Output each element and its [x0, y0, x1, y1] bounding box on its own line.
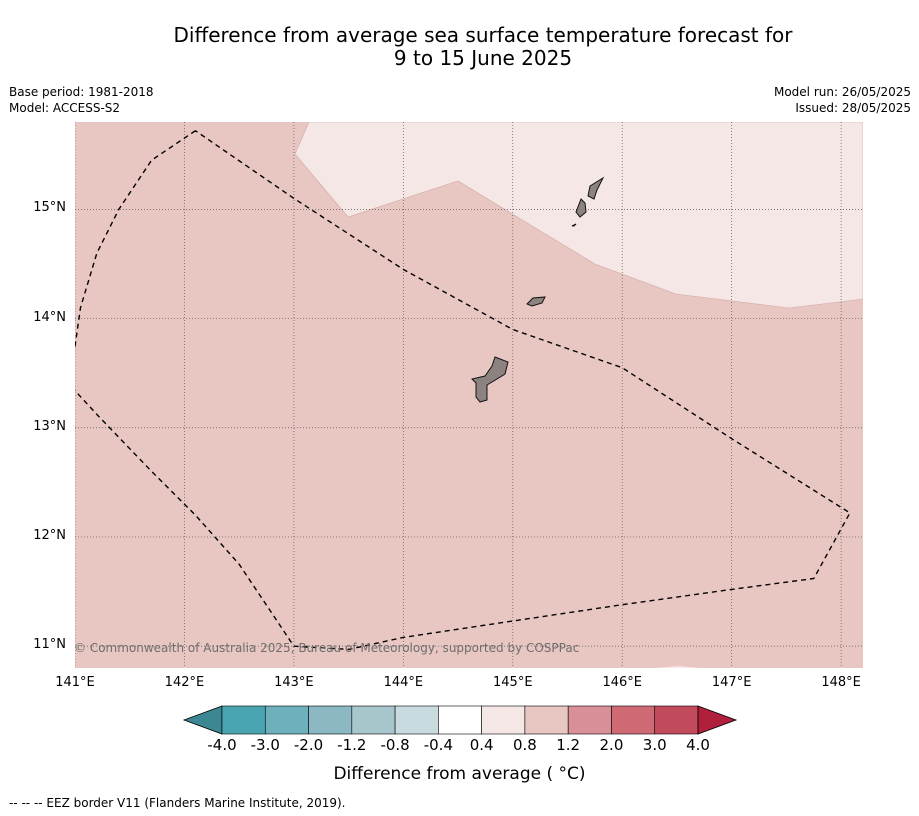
eez-border [75, 130, 851, 651]
colorbar-tick-label: -3.0 [250, 736, 280, 754]
longitude-label: 143°E [274, 675, 314, 690]
latitude-label: 11°N [33, 637, 66, 653]
colorbar-tick-label: 2.0 [599, 736, 624, 754]
model-run-date: Model run: 26/05/2025 [773, 85, 911, 99]
issued-date: Issued: 28/05/2025 [795, 101, 911, 115]
latitude-label: 15°N [33, 200, 66, 216]
colorbar-segment [654, 705, 699, 735]
colorbar-segment [308, 705, 353, 735]
colorbar-under-arrow [182, 705, 223, 735]
colorbar-tick-label: -1.2 [337, 736, 367, 754]
latitude-label: 13°N [33, 418, 66, 434]
colorbar-segment [264, 705, 309, 735]
longitude-label: 146°E [602, 675, 642, 690]
map-title-line-1: Difference from average sea surface temp… [173, 23, 793, 47]
colorbar-segment [524, 705, 569, 735]
eez-border-legend: -- -- -- EEZ border V11 (Flanders Marine… [9, 796, 346, 810]
colorbar-tick-label: -2.0 [293, 736, 324, 754]
island-rota [526, 296, 546, 307]
colorbar-tick-label: -4.0 [207, 736, 237, 754]
colorbar [182, 705, 738, 735]
colorbar-over-arrow [697, 705, 738, 735]
island-guam [471, 356, 509, 403]
colorbar-segment [394, 705, 439, 735]
longitude-label: 144°E [383, 675, 424, 690]
longitude-label: 141°E [55, 675, 95, 690]
colorbar-tick-label: 0.4 [469, 736, 494, 754]
sst-anomaly-south-edge [655, 666, 700, 668]
latitude-label: 12°N [33, 527, 66, 543]
longitude-label: 148°E [821, 675, 861, 690]
island-group [471, 176, 605, 403]
colorbar-segment [438, 705, 482, 735]
longitude-label: 147°E [711, 675, 752, 690]
latitude-label: 14°N [33, 309, 66, 325]
colorbar-segment [611, 705, 656, 735]
base-period: Base period: 1981-2018 [9, 85, 154, 99]
map-plot-area [75, 122, 863, 668]
colorbar-tick-label: -0.8 [380, 736, 410, 754]
colorbar-segment [481, 705, 526, 735]
model-name: Model: ACCESS-S2 [9, 101, 121, 115]
colorbar-segment [567, 705, 612, 735]
island-saipan [587, 176, 605, 200]
copyright-notice: © Commonwealth of Australia 2025, Bureau… [74, 641, 580, 655]
gridlines [75, 122, 863, 668]
colorbar-tick-label: 1.2 [556, 736, 581, 754]
colorbar-tick-label: 4.0 [686, 736, 710, 754]
island-tinian [575, 198, 587, 218]
longitude-label: 142°E [164, 675, 205, 690]
colorbar-tick-label: -0.4 [423, 736, 453, 754]
colorbar-tick-label: 0.8 [512, 736, 537, 754]
colorbar-tick-label: 3.0 [642, 736, 667, 754]
map-title-line-2: 9 to 15 June 2025 [393, 46, 573, 70]
island-aguijan [571, 223, 577, 227]
longitude-label: 145°E [493, 675, 533, 690]
colorbar-label: Difference from average ( °C) [333, 764, 586, 784]
colorbar-segment [221, 705, 266, 735]
colorbar-segment [351, 705, 396, 735]
